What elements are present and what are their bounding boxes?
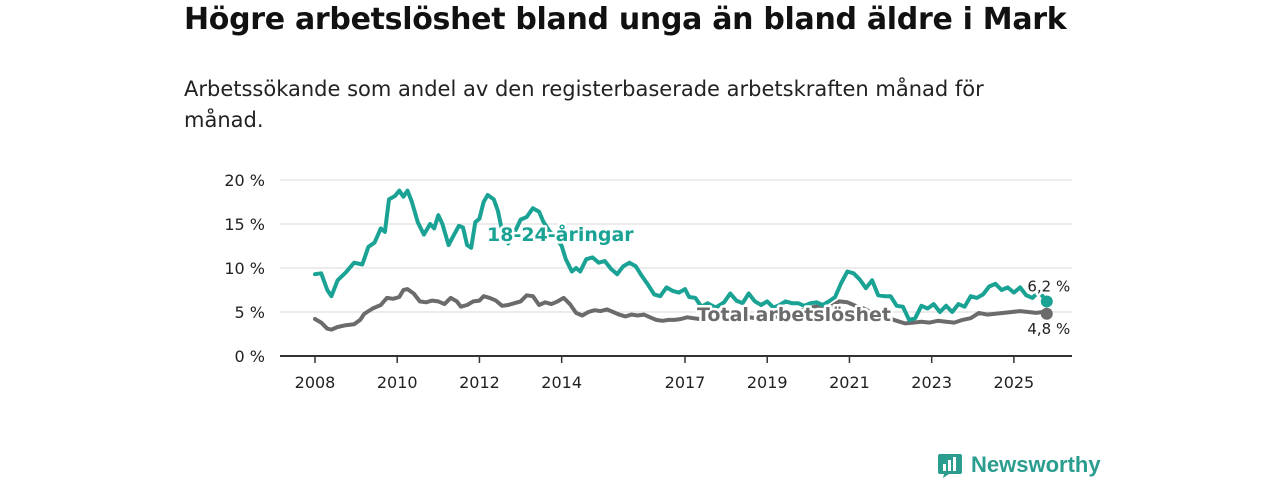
bar-chart-icon — [938, 454, 962, 478]
x-tick-label: 2019 — [747, 373, 788, 392]
total-end-label: 4,8 % — [1027, 320, 1070, 338]
youth-end-label: 6,2 % — [1027, 277, 1070, 295]
y-axis-labels: 0 % 5 % 10 % 15 % 20 % — [224, 171, 265, 366]
chart-title: Högre arbetslöshet bland unga än bland ä… — [184, 2, 1067, 37]
x-tick-label: 2010 — [377, 373, 418, 392]
series-labels: 18-24-åringar Total arbetslöshet 6,2 % 4,8 … — [485, 220, 1073, 341]
series-lines — [313, 188, 1053, 332]
youth-end-point — [1040, 295, 1053, 308]
youth-series-label: 18-24-åringar — [487, 222, 634, 246]
total-line — [313, 287, 1049, 332]
x-tick-label: 2021 — [829, 373, 870, 392]
newsworthy-logo[interactable]: Newsworthy — [937, 449, 1101, 481]
y-tick-label: 5 % — [235, 303, 265, 322]
x-tick-label: 2008 — [295, 373, 336, 392]
y-tick-label: 20 % — [224, 171, 265, 190]
x-tick-label: 2014 — [541, 373, 582, 392]
x-tick-label: 2023 — [911, 373, 952, 392]
chart-subtitle: Arbetssökande som andel av den registerb… — [184, 77, 984, 132]
x-tick-label: 2025 — [994, 373, 1035, 392]
y-tick-label: 0 % — [235, 347, 265, 366]
youth-line — [313, 188, 1049, 322]
x-tick-label: 2017 — [665, 373, 706, 392]
total-end-point — [1040, 307, 1053, 320]
brand-name: Newsworthy — [971, 452, 1101, 477]
y-tick-label: 15 % — [224, 215, 265, 234]
x-tick-label: 2012 — [459, 373, 500, 392]
x-axis: 2008 2010 2012 2014 2017 2019 2021 2023 2025 — [280, 355, 1072, 392]
y-tick-label: 10 % — [224, 259, 265, 278]
total-series-label: Total arbetslöshet — [697, 304, 891, 326]
